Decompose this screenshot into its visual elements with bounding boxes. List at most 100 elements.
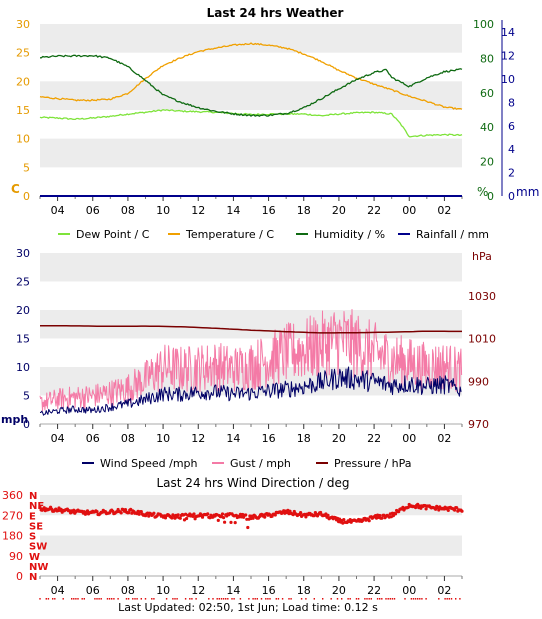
x-tick-label: 16 <box>262 584 276 597</box>
x-axis-ticks: 04 06 08 10 12 14 16 18 20 22 00 02 <box>39 196 463 217</box>
series-line <box>40 54 463 117</box>
direction-point <box>304 515 308 519</box>
x-tick-label: 22 <box>367 204 381 217</box>
x-tick-label: 20 <box>332 432 346 445</box>
strip-dot <box>225 598 227 600</box>
strip-dot <box>387 598 389 600</box>
direction-point <box>176 513 180 517</box>
y-tick-label-mm: 0 <box>508 190 515 203</box>
strip-dot <box>336 598 339 600</box>
x-tick-label: 06 <box>86 204 100 217</box>
legend-label: Dew Point / C <box>76 228 150 241</box>
grid-band <box>40 495 462 516</box>
compass-label: W <box>29 552 40 563</box>
grid-band <box>40 535 462 556</box>
strip-dot <box>231 598 233 600</box>
direction-point <box>220 512 225 516</box>
legend-label: Temperature / C <box>185 228 274 241</box>
y-axis-unit-mm: mm <box>516 185 539 199</box>
grid-band <box>40 310 462 339</box>
strip-dot <box>254 598 256 600</box>
legend-label: Gust / mph <box>230 457 291 470</box>
y-tick-label-c: 30 <box>16 18 30 31</box>
direction-point <box>223 520 227 524</box>
y-tick-label-pct: 60 <box>480 87 494 100</box>
y-axis-unit-right: hPa <box>472 250 492 263</box>
y-axis-unit-pct: % <box>477 185 488 199</box>
strip-dot <box>425 598 427 600</box>
strip-dot <box>136 598 138 600</box>
x-tick-label: 00 <box>402 204 416 217</box>
strip-dot <box>151 598 153 600</box>
strip-dot <box>265 598 267 600</box>
legend-label: Wind Speed /mph <box>100 457 198 470</box>
y-tick-label-mph: 5 <box>23 390 30 403</box>
compass-label: SE <box>29 521 43 532</box>
direction-point <box>378 513 382 518</box>
y-tick-label-mm: 4 <box>508 143 515 156</box>
direction-point <box>119 511 123 515</box>
x-tick-label: 12 <box>191 204 205 217</box>
strip-dot <box>113 598 115 600</box>
strip-dot <box>300 598 303 600</box>
x-tick-label: 08 <box>121 584 135 597</box>
compass-label: N <box>29 572 37 583</box>
y-tick-label-mm: 8 <box>508 96 515 109</box>
strip-dot <box>45 598 47 600</box>
x-tick-label: 00 <box>402 432 416 445</box>
compass-label: N <box>29 491 37 502</box>
x-tick-label: 22 <box>367 584 381 597</box>
series-lines <box>39 309 463 416</box>
legend: Dew Point / C Temperature / C Humidity / %… <box>58 228 489 241</box>
strip-dot <box>260 598 263 600</box>
direction-point <box>127 511 131 515</box>
grid-band <box>40 138 462 168</box>
x-tick-label: 08 <box>121 204 135 217</box>
y-tick-label-mph: 15 <box>16 333 30 346</box>
strip-dot <box>305 598 307 600</box>
chart-title: Last 24 hrs Weather <box>207 6 344 20</box>
strip-dot <box>117 598 119 600</box>
y-axis-ticks: 0 5 10 15 20 25 30 970 990 1010 1030 <box>16 247 496 431</box>
plot-bands <box>40 253 462 425</box>
y-tick-label-hpa: 1030 <box>468 290 496 303</box>
strip-dot <box>176 598 178 600</box>
y-tick-label-mph: 0 <box>23 418 30 431</box>
y-tick-label-mph: 10 <box>16 361 30 374</box>
strip-dot <box>83 598 85 600</box>
direction-point <box>246 525 250 530</box>
direction-point <box>233 521 237 525</box>
compass-label: NE <box>29 501 44 512</box>
strip-dot <box>174 598 176 600</box>
direction-point <box>185 516 189 521</box>
direction-point <box>137 512 141 516</box>
strip-dot <box>218 598 220 600</box>
strip-dot <box>421 598 423 600</box>
chart-title: Last 24 hrs Wind Direction / deg <box>157 476 350 490</box>
strip-dot <box>132 598 134 600</box>
strip-dot <box>410 598 413 600</box>
strip-dot <box>100 598 102 600</box>
strip-dot <box>127 598 130 600</box>
x-tick-label: 06 <box>86 432 100 445</box>
strip-dot <box>355 598 358 600</box>
x-tick-label: 18 <box>297 204 311 217</box>
strip-dot <box>330 598 332 600</box>
strip-dot <box>106 598 109 600</box>
y-tick-label-pct: 80 <box>480 52 494 65</box>
strip-dot <box>73 598 75 600</box>
direction-point <box>424 507 428 511</box>
strip-dot <box>370 598 372 600</box>
direction-point <box>299 510 303 515</box>
y-axis-ticks: 0 90 180 270 360 <box>2 489 23 583</box>
strip-dot <box>54 598 56 600</box>
strip-dot <box>376 598 379 600</box>
strip-dot <box>412 598 415 600</box>
series-line-wind <box>39 366 462 416</box>
direction-point <box>191 514 195 519</box>
direction-point <box>367 519 371 523</box>
strip-dot <box>71 598 73 600</box>
strip-dot <box>281 598 284 600</box>
